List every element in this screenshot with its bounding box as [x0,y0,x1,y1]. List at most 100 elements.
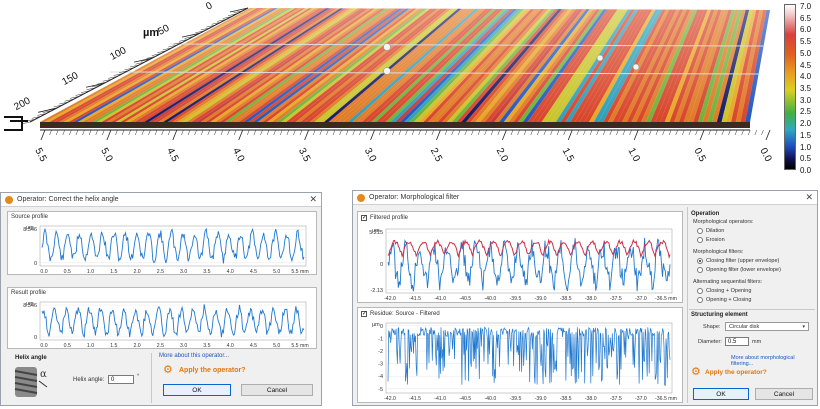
radio-erosion-dot[interactable] [697,237,703,243]
surface-3d-view[interactable]: 0 50 100 150 200 5.5 5.0 4.5 4.0 3.5 3.0 2.5 2.0 1.5… [0,0,820,180]
length-minor-tick [589,129,593,136]
filtered-profile-plot[interactable]: 5.215 0 -2.13 µm -42.0 -41.5 -41.0 -40.5 -40.0 -3… [358,223,682,303]
length-minor-tick [115,129,118,136]
helix-more-about-link[interactable]: More about this operator... [159,353,230,359]
length-minor-tick [688,129,692,136]
length-minor-tick [55,129,59,136]
length-minor-tick [95,129,98,136]
gear-icon: ⚙ [163,364,173,376]
radio-closing-dot[interactable] [697,258,703,264]
y-tick-label: 0 [34,335,37,341]
depth-minor-tick [59,101,69,105]
source-profile-panel: Source profile 8.346 0 µm 0.0 0.5 1.0 1.5 2.0 2.… [7,211,317,275]
radio-closing-filter[interactable]: Closing filter (upper envelope) [697,258,779,264]
x-tick-label: 3.0 [180,343,187,349]
y-tick-label: -5 [378,387,383,393]
depth-minor-tick [184,36,194,39]
morph-operator-dialog: Operator: Morphological filter ✕ ✓ Filte… [352,190,818,406]
x-tick-label: -38.0 [585,296,597,302]
length-minor-tick [49,129,52,136]
depth-minor-tick [178,39,189,42]
radio-dilation-dot[interactable] [697,228,703,234]
length-minor-tick [570,129,573,136]
radio-co-dot[interactable] [697,288,703,294]
result-profile-panel: Result profile 8.346 0 µm 0.0 0.5 1.0 1.5 2.0 2.… [7,287,317,349]
y-tick-label: 0 [380,324,383,330]
radio-closing-opening[interactable]: Closing + Opening [697,288,751,294]
diameter-label: Diameter: [698,339,722,345]
length-minor-tick [108,129,112,136]
depth-minor-tick [102,79,112,82]
diameter-input[interactable]: 0.5 [725,337,749,346]
depth-minor-tick [151,53,161,56]
residue-plot[interactable]: 0 -1 -2 -3 -4 -5 µm -42.0 -41.5 -41.0 -40.5 -40.0 -3… [358,319,682,403]
helix-angle-input[interactable]: 0 [108,375,134,384]
length-minor-tick [609,129,613,136]
morph-ok-button[interactable]: OK [693,388,749,400]
x-tick-label: -37.0 [635,396,647,402]
radio-opening-closing[interactable]: Opening + Closing [697,297,751,303]
close-icon[interactable]: ✕ [805,192,813,202]
radio-opening-dot[interactable] [697,267,703,273]
depth-minor-tick [195,30,205,34]
y-tick-label: 8.346 [23,303,37,309]
helix-cancel-button[interactable]: Cancel [241,384,313,396]
morph-apply-label: Apply the operator? [705,369,767,376]
colorbar-tick-label: 2.0 [800,119,812,129]
length-minor-tick [471,129,474,136]
colorbar-tick-label: 5.0 [800,48,812,58]
app-icon [5,195,13,204]
radio-oc-dot[interactable] [697,297,703,303]
x-tick-label: 0.5 [64,269,71,275]
length-minor-tick [477,129,481,136]
y-tick-label: -3 [378,362,383,368]
morph-dialog-title: Operator: Morphological filter [369,194,460,201]
x-tick-label: 0.0 [40,269,47,275]
length-minor-tick [411,129,415,136]
y-unit-label: µm [372,322,380,328]
helix-ok-button[interactable]: OK [163,384,231,396]
depth-minor-tick [91,84,101,88]
structuring-section-title: Structuring element [691,312,748,318]
source-profile-plot[interactable]: 8.346 0 µm 0.0 0.5 1.0 1.5 2.0 2.5 3.0 3.5 4.0 4.5 5.… [8,222,316,276]
length-minor-tick [523,129,527,136]
colorbar-tick-label: 3.5 [800,84,812,93]
helix-divider [151,353,152,403]
length-minor-tick [82,129,85,136]
x-tick-label: 2.0 [133,343,140,349]
residue-checkbox[interactable]: ✓ [361,311,368,317]
depth-tick [38,107,57,113]
result-profile-plot[interactable]: 8.346 0 µm 0.0 0.5 1.0 1.5 2.0 2.5 3.0 3.5 4.0 4.5 5.… [8,298,316,350]
morph-more-about-link[interactable]: More about morphological filtering... [731,355,795,367]
y-tick-label: 5.215 [369,230,383,236]
length-minor-tick [299,129,303,136]
x-tick-label: 3.5 [203,269,210,275]
x-tick-label: -39.5 [510,296,522,302]
depth-minor-tick [119,70,129,73]
shape-select-value: Circular disk [729,324,760,330]
morph-cancel-button[interactable]: Cancel [755,388,813,400]
radio-dilation[interactable]: Dilation [697,228,724,234]
length-minor-tick [88,129,92,136]
shape-select[interactable]: Circular disk ▾ [725,322,809,331]
svg-text:α: α [40,369,47,380]
x-tick-label: -40.5 [459,396,471,402]
length-minor-tick [668,129,672,136]
filtered-profile-label: Filtered profile [370,215,409,221]
length-minor-tick [622,129,626,136]
length-minor-tick [280,129,283,136]
x-tick-label: -40.0 [484,396,496,402]
shape-label: Shape: [703,324,721,330]
radio-opening-filter[interactable]: Opening filter (lower envelope) [697,267,781,273]
length-minor-tick [537,129,540,136]
close-icon[interactable]: ✕ [309,194,317,204]
surface-plot[interactable]: 0 50 100 150 200 5.5 5.0 4.5 4.0 3.5 3.0 2.5 2.0 1.5… [0,0,780,180]
length-minor-tick [214,129,217,136]
x-tick-label: -38.5 [560,396,572,402]
plot-frame [385,228,673,294]
colorbar-tick-label: 1.5 [800,130,812,140]
filtered-profile-checkbox[interactable]: ✓ [361,215,368,221]
length-minor-tick [312,129,316,136]
radio-opening-label: Opening filter (lower envelope) [706,267,781,273]
radio-erosion[interactable]: Erosion [697,237,725,243]
